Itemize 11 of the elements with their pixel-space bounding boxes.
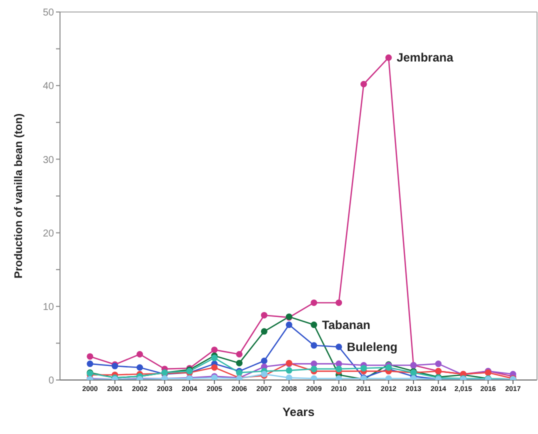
y-axis-title: Production of vanilla bean (ton) bbox=[12, 113, 25, 278]
series-label: Buleleng bbox=[346, 340, 398, 354]
y-tick-label: 50 bbox=[42, 8, 54, 19]
series-label: Tabanan bbox=[322, 318, 370, 332]
y-tick-label: 40 bbox=[42, 81, 54, 92]
y-tick-label: 20 bbox=[42, 228, 54, 240]
series-label: Jembrana bbox=[396, 50, 454, 65]
x-axis-title: Years bbox=[282, 405, 315, 419]
y-tick-label: 0 bbox=[48, 376, 54, 387]
y-tick-label: 30 bbox=[42, 154, 54, 166]
y-tick-label: 10 bbox=[42, 302, 54, 313]
